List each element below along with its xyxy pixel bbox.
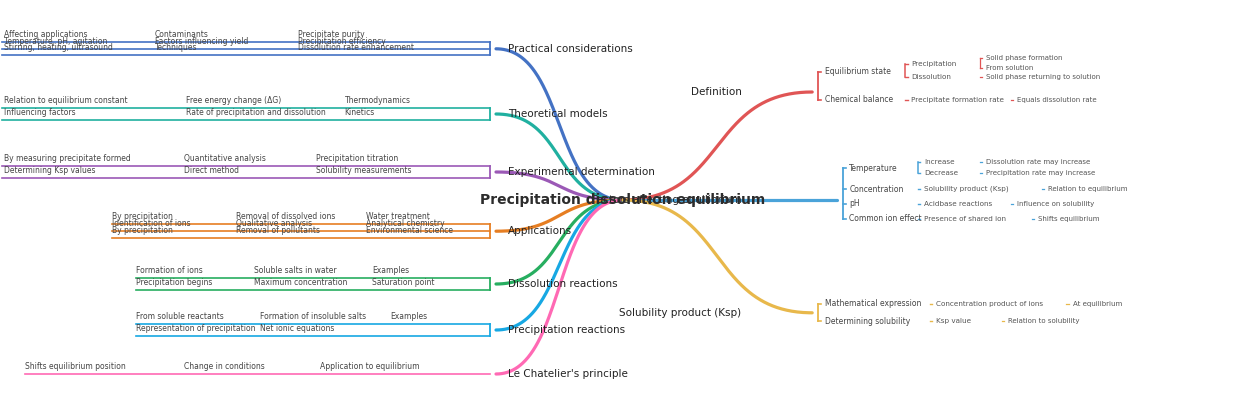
Text: Dissolution: Dissolution (911, 74, 951, 80)
Text: Relation to equilibrium constant: Relation to equilibrium constant (4, 96, 128, 105)
Text: Concentration: Concentration (849, 185, 904, 194)
Text: Application to equilibrium: Application to equilibrium (320, 362, 419, 371)
Text: Relation to solubility: Relation to solubility (1008, 318, 1080, 324)
Text: Quantitative analysis: Quantitative analysis (184, 154, 265, 163)
Text: Factors influencing yield: Factors influencing yield (155, 37, 248, 46)
Text: Affecting applications: Affecting applications (4, 30, 87, 39)
Text: Solid phase returning to solution: Solid phase returning to solution (986, 74, 1100, 80)
Text: From solution: From solution (986, 65, 1033, 71)
Text: Kinetics: Kinetics (345, 108, 374, 117)
Text: Equals dissolution rate: Equals dissolution rate (1017, 97, 1096, 103)
Text: Removal of pollutants: Removal of pollutants (236, 226, 320, 235)
Text: Direct method: Direct method (184, 166, 238, 175)
Text: Theoretical models: Theoretical models (508, 109, 608, 119)
Text: Formation of ions: Formation of ions (136, 266, 203, 275)
Text: Free energy change (ΔG): Free energy change (ΔG) (186, 96, 281, 105)
Text: Net ionic equations: Net ionic equations (260, 324, 335, 333)
Text: Formation of insoluble salts: Formation of insoluble salts (260, 312, 367, 321)
Text: pH: pH (849, 200, 861, 208)
Text: Acidbase reactions: Acidbase reactions (924, 201, 992, 207)
Text: Influence on solubility: Influence on solubility (1017, 201, 1094, 207)
Text: Precipitation efficiency: Precipitation efficiency (298, 37, 386, 46)
Text: Techniques: Techniques (155, 43, 197, 52)
Text: Thermodynamics: Thermodynamics (345, 96, 410, 105)
Text: Definition: Definition (691, 87, 742, 97)
Text: Equilibrium state: Equilibrium state (825, 68, 890, 76)
Text: Saturation point: Saturation point (372, 278, 434, 287)
Text: Increase: Increase (924, 159, 955, 165)
Text: Shifts equilibrium: Shifts equilibrium (1038, 216, 1100, 222)
Text: Solid phase formation: Solid phase formation (986, 55, 1063, 61)
Text: By precipitation: By precipitation (112, 226, 172, 235)
Text: Practical considerations: Practical considerations (508, 44, 634, 54)
Text: Temperature: Temperature (849, 164, 898, 172)
Text: Le Chatelier's principle: Le Chatelier's principle (508, 369, 629, 379)
Text: Precipitation begins: Precipitation begins (136, 278, 213, 287)
Text: At equilibrium: At equilibrium (1073, 301, 1122, 307)
Text: Precipitate formation rate: Precipitate formation rate (911, 97, 1004, 103)
Text: Precipitation: Precipitation (911, 61, 956, 67)
Text: Precipitation titration: Precipitation titration (316, 154, 398, 163)
Text: Presence of shared ion: Presence of shared ion (924, 216, 1006, 222)
Text: Experimental determination: Experimental determination (508, 167, 655, 177)
Text: Change in conditions: Change in conditions (184, 362, 264, 371)
Text: Temperature, pH, agitation: Temperature, pH, agitation (4, 37, 107, 46)
Text: Concentration product of ions: Concentration product of ions (936, 301, 1043, 307)
Text: Solubility measurements: Solubility measurements (316, 166, 412, 175)
Text: Soluble salts in water: Soluble salts in water (254, 266, 337, 275)
Text: Influencing factors: Influencing factors (4, 108, 76, 117)
Text: Determining Ksp values: Determining Ksp values (4, 166, 95, 175)
Text: Representation of precipitation: Representation of precipitation (136, 324, 255, 333)
Text: Qualitative analysis: Qualitative analysis (236, 219, 311, 228)
Text: Shifts equilibrium position: Shifts equilibrium position (25, 362, 125, 371)
Text: Examples: Examples (372, 266, 409, 275)
Text: Decrease: Decrease (924, 170, 959, 176)
Text: Removal of dissolved ions: Removal of dissolved ions (236, 212, 335, 221)
Text: Examples: Examples (391, 312, 428, 321)
Text: Precipitation dissolution equilibrium: Precipitation dissolution equilibrium (480, 193, 765, 207)
Text: Determining solubility: Determining solubility (825, 317, 910, 326)
Text: Relation to equilibrium: Relation to equilibrium (1048, 186, 1127, 192)
Text: Dissolution rate may increase: Dissolution rate may increase (986, 159, 1090, 165)
Text: Dissolution reactions: Dissolution reactions (508, 279, 618, 289)
Text: Solubility product (Ksp): Solubility product (Ksp) (924, 186, 1008, 192)
Text: Solubility product (Ksp): Solubility product (Ksp) (620, 308, 742, 318)
Text: By measuring precipitate formed: By measuring precipitate formed (4, 154, 130, 163)
Text: Environmental science: Environmental science (366, 226, 453, 235)
Text: By precipitation: By precipitation (112, 212, 172, 221)
Text: Factors affecting equilibrium: Factors affecting equilibrium (591, 195, 742, 205)
Text: Precipitation reactions: Precipitation reactions (508, 325, 625, 335)
Text: Mathematical expression: Mathematical expression (825, 300, 921, 308)
Text: Water treatment: Water treatment (366, 212, 430, 221)
Text: Identification of ions: Identification of ions (112, 219, 190, 228)
Text: Ksp value: Ksp value (936, 318, 971, 324)
Text: From soluble reactants: From soluble reactants (136, 312, 224, 321)
Text: Precipitation rate may increase: Precipitation rate may increase (986, 170, 1095, 176)
Text: Rate of precipitation and dissolution: Rate of precipitation and dissolution (186, 108, 326, 117)
Text: Applications: Applications (508, 226, 573, 236)
Text: Stirring, heating, ultrasound: Stirring, heating, ultrasound (4, 43, 113, 52)
Text: Dissolution rate enhancement: Dissolution rate enhancement (298, 43, 414, 52)
Text: Common ion effect: Common ion effect (849, 214, 923, 223)
Text: Contaminants: Contaminants (155, 30, 208, 39)
Text: Precipitate purity: Precipitate purity (298, 30, 365, 39)
Text: Chemical balance: Chemical balance (825, 96, 893, 104)
Text: Maximum concentration: Maximum concentration (254, 278, 347, 287)
Text: Analytical chemistry: Analytical chemistry (366, 219, 444, 228)
